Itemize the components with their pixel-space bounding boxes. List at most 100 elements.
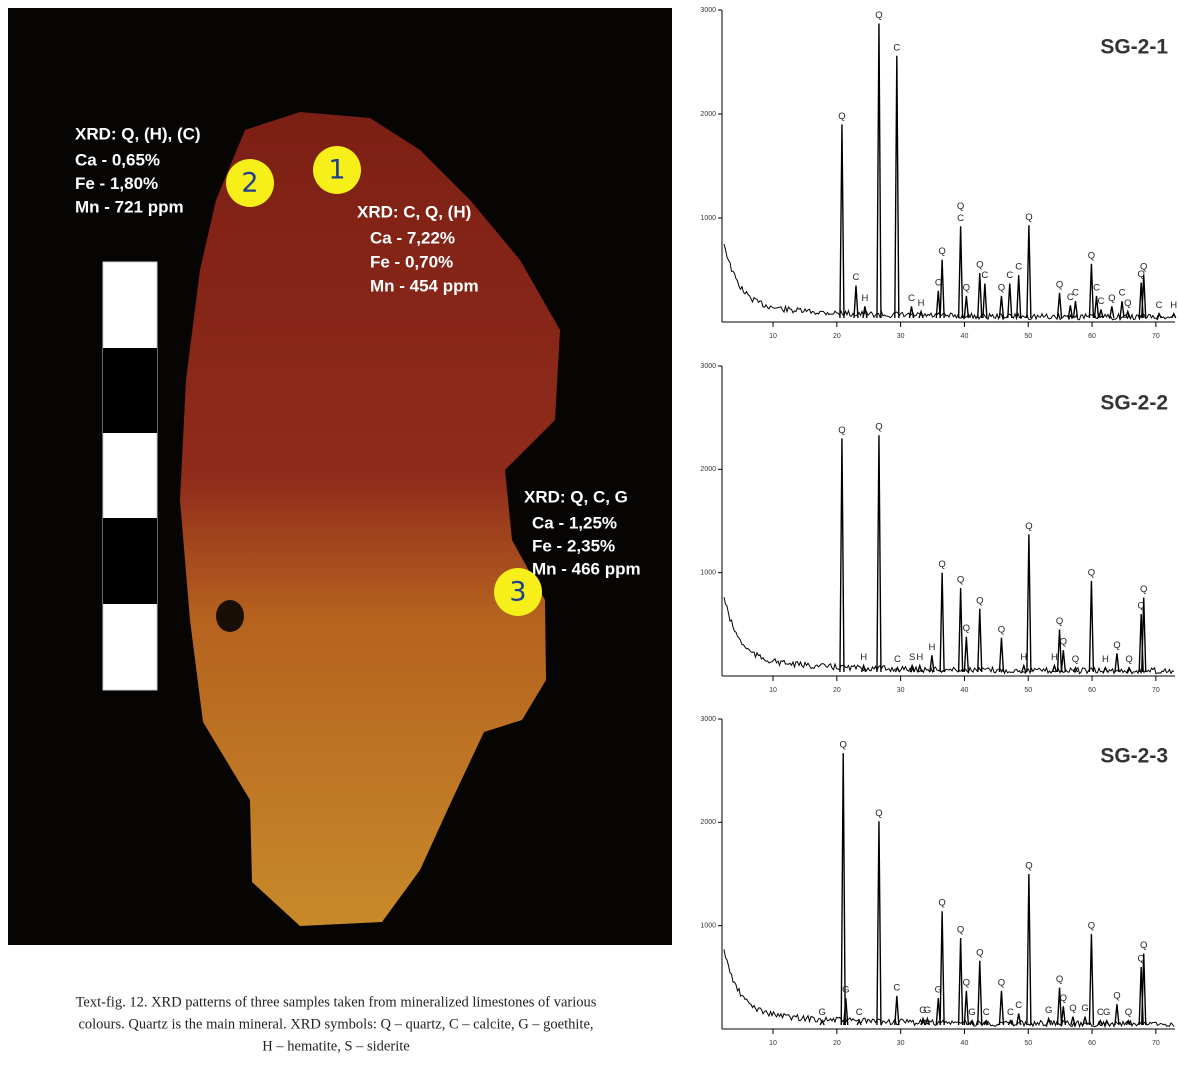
peak-label: C bbox=[1006, 270, 1013, 281]
peak-label: Q bbox=[1140, 584, 1147, 595]
peak bbox=[895, 56, 899, 318]
x-tick-label: 10 bbox=[769, 333, 777, 340]
peak-label: H bbox=[1051, 652, 1058, 663]
peak-label: S bbox=[909, 652, 915, 663]
peak bbox=[895, 668, 899, 672]
peak-label: Q bbox=[1060, 993, 1067, 1004]
peak bbox=[978, 609, 982, 672]
peak bbox=[1061, 1006, 1065, 1025]
peak-label: Q bbox=[1140, 940, 1147, 951]
annotation-line: Ca - 0,65% bbox=[75, 150, 160, 169]
y-tick-label: 2000 bbox=[700, 111, 716, 118]
peak-label: Q bbox=[1125, 654, 1132, 665]
y-tick-label: 3000 bbox=[700, 7, 716, 14]
x-tick-label: 70 bbox=[1152, 333, 1160, 340]
peak bbox=[1061, 650, 1065, 672]
peak-label: C bbox=[1007, 1007, 1014, 1018]
peak-label: Q bbox=[976, 947, 983, 958]
peak-label: Q bbox=[976, 260, 983, 271]
peak-label: Q bbox=[875, 808, 882, 819]
peak-label: Q bbox=[963, 283, 970, 294]
peak-label: Q bbox=[998, 977, 1005, 988]
peak-label: Q bbox=[838, 425, 845, 436]
peak-label: Q bbox=[1056, 974, 1063, 985]
annotation-line: Fe - 2,35% bbox=[532, 536, 615, 555]
x-tick-label: 10 bbox=[769, 1040, 777, 1047]
y-tick-label: 1000 bbox=[700, 570, 716, 577]
y-tick-label: 2000 bbox=[700, 819, 716, 826]
peak bbox=[895, 996, 899, 1025]
chart-title: SG-2-2 bbox=[1100, 392, 1168, 415]
peak-label: Q bbox=[875, 422, 882, 433]
peak-label: C bbox=[1093, 283, 1100, 294]
peak-label: G bbox=[968, 1007, 975, 1018]
caption: Text-fig. 12. XRD patterns of three samp… bbox=[76, 994, 597, 1054]
peak-label: C bbox=[1072, 288, 1079, 299]
peak-label: C bbox=[1156, 300, 1163, 311]
peak bbox=[1027, 534, 1031, 672]
peak-label: Q bbox=[998, 624, 1005, 635]
peak-label: C bbox=[1119, 288, 1126, 299]
peak-label: C bbox=[957, 213, 964, 224]
peak-label: Q bbox=[1025, 212, 1032, 223]
x-tick-label: 30 bbox=[897, 687, 905, 694]
x-tick-label: 70 bbox=[1152, 687, 1160, 694]
peak-label: Q bbox=[1088, 920, 1095, 931]
peak-label: G bbox=[818, 1007, 825, 1018]
scale-block bbox=[103, 262, 157, 690]
peak bbox=[1103, 668, 1107, 672]
x-tick-label: 50 bbox=[1024, 333, 1032, 340]
peak-label: G bbox=[924, 1005, 931, 1016]
annotation-line: Ca - 7,22% bbox=[370, 228, 455, 247]
peak-label: Q bbox=[1025, 521, 1032, 532]
caption-line: H – hematite, S – siderite bbox=[262, 1038, 409, 1054]
peak bbox=[1022, 666, 1026, 672]
annotation-line: Mn - 466 ppm bbox=[532, 559, 641, 578]
peak bbox=[1058, 293, 1062, 318]
peak-label: H bbox=[1020, 652, 1027, 663]
xrd-charts: 10002000300010203040506070QCHQCCHCQQCQQC… bbox=[700, 7, 1177, 1047]
annotation-line: Mn - 454 ppm bbox=[370, 276, 479, 295]
y-tick-label: 3000 bbox=[700, 363, 716, 370]
peak bbox=[1027, 225, 1031, 318]
peak-label: H bbox=[918, 298, 925, 309]
peak bbox=[1052, 666, 1056, 672]
peak-label: C bbox=[893, 982, 900, 993]
caption-line: colours. Quartz is the main mineral. XRD… bbox=[78, 1016, 593, 1032]
scale-bar bbox=[103, 262, 157, 690]
peak-label: C bbox=[983, 1007, 990, 1018]
peak bbox=[857, 1021, 861, 1025]
peak-label: C bbox=[981, 270, 988, 281]
peak-label: H bbox=[1102, 654, 1109, 665]
peak-label: C bbox=[894, 654, 901, 665]
peak bbox=[940, 260, 944, 318]
peak bbox=[840, 124, 844, 318]
annotation-line: Mn - 721 ppm bbox=[75, 197, 184, 216]
peak-label: Q bbox=[1069, 1003, 1076, 1014]
peak bbox=[999, 991, 1003, 1025]
x-tick-label: 60 bbox=[1088, 1040, 1096, 1047]
peak bbox=[964, 296, 968, 318]
peak-label: C bbox=[908, 293, 915, 304]
x-tick-label: 20 bbox=[833, 687, 841, 694]
marker-number: 1 bbox=[328, 155, 345, 186]
scale-block bbox=[103, 348, 157, 433]
peak-label: Q bbox=[1124, 298, 1131, 309]
peak-label: Q bbox=[1056, 616, 1063, 627]
x-tick-label: 40 bbox=[961, 687, 969, 694]
peak-label: Q bbox=[1025, 861, 1032, 872]
peak bbox=[877, 24, 881, 318]
peak bbox=[840, 438, 844, 672]
peak bbox=[1115, 1004, 1119, 1025]
peak-label: Q bbox=[938, 559, 945, 570]
peak-label: C bbox=[893, 42, 900, 53]
peak bbox=[1115, 653, 1119, 672]
y-tick-label: 1000 bbox=[700, 215, 716, 222]
peak-label: Q bbox=[875, 10, 882, 21]
caption-line: Text-fig. 12. XRD patterns of three samp… bbox=[76, 994, 597, 1010]
peak-label: G bbox=[1081, 1003, 1088, 1014]
peak bbox=[959, 226, 963, 318]
x-tick-label: 70 bbox=[1152, 1040, 1160, 1047]
annotation-line: Fe - 1,80% bbox=[75, 174, 158, 193]
x-tick-label: 40 bbox=[961, 333, 969, 340]
